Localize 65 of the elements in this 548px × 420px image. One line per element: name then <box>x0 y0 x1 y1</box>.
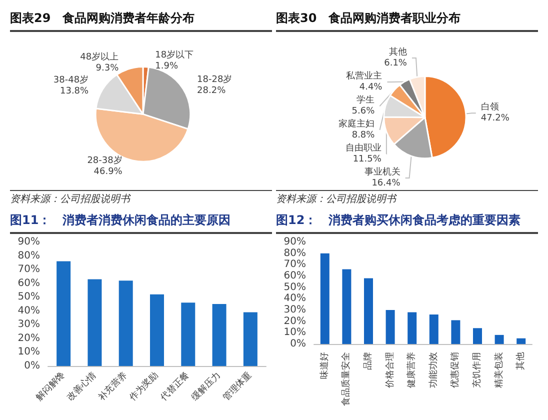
slice-label: 家庭主妇 <box>338 118 375 130</box>
data-label: 6.1% <box>384 58 408 68</box>
chart-title: 图11： 消费者消费休闲食品的主要原因 <box>10 210 272 234</box>
x-tick-label: 价格合理 <box>384 352 396 389</box>
x-tick-label: 管理体重 <box>220 370 254 403</box>
x-tick-label: 味道好 <box>318 352 330 379</box>
x-tick-label: 改善心情 <box>65 370 98 403</box>
data-label: 13.8% <box>60 86 90 97</box>
x-tick-label: 充饥作用 <box>472 352 482 388</box>
slice-label: 48岁以上 <box>80 52 119 63</box>
y-tick-label: 70% <box>284 259 306 270</box>
y-tick-label: 40% <box>284 293 306 304</box>
x-tick-label: 精美包装 <box>493 352 504 388</box>
y-tick-label: 60% <box>18 278 40 289</box>
slice-label: 事业机关 <box>364 166 400 178</box>
data-label: 46.9% <box>94 166 123 177</box>
data-label: 47.2% <box>480 114 510 124</box>
y-tick-label: 20% <box>284 316 306 327</box>
x-tick-label: 健康营养 <box>406 352 418 388</box>
data-label: 28.2% <box>197 86 226 96</box>
text: 资料来源：公司招股说明书 <box>276 190 538 209</box>
x-tick-label: 功能功效 <box>428 352 439 388</box>
chart-title: 图12： 消费者购买休闲食品考虑的重要因素 <box>276 210 538 234</box>
slice-label: 私营业主 <box>346 70 382 82</box>
data-label: 8.8% <box>352 130 376 140</box>
slice-label: 学生 <box>356 94 375 106</box>
chart-title: 图表30 食品网购消费者职业分布 <box>276 8 538 32</box>
data-label: 1.9% <box>155 61 178 72</box>
slice-label: 38-48岁 <box>53 74 89 86</box>
text: 资料来源：公司招股说明书 <box>10 190 272 209</box>
y-tick-label: 0% <box>24 360 40 372</box>
y-tick-label: 30% <box>284 304 306 316</box>
y-tick-label: 70% <box>18 264 40 276</box>
slice-label: 18-28岁 <box>197 74 232 85</box>
x-tick-label: 其他 <box>515 352 526 370</box>
y-tick-label: 30% <box>18 319 40 330</box>
slice-label: 白领 <box>480 102 499 113</box>
chart-title: 图表29 食品网购消费者年龄分布 <box>10 8 272 32</box>
x-tick-label: 品牌 <box>362 352 374 370</box>
x-tick-label: 补充营养 <box>96 370 130 403</box>
y-tick-label: 90% <box>18 236 40 248</box>
slice-label: 18岁以下 <box>155 49 194 60</box>
y-tick-label: 40% <box>18 305 40 316</box>
x-tick-label: 优惠促销 <box>450 352 461 388</box>
y-tick-label: 90% <box>284 236 306 248</box>
y-tick-label: 20% <box>18 332 40 344</box>
y-tick-label: 10% <box>284 327 306 338</box>
x-tick-label: 解闷解馋 <box>34 370 68 403</box>
slice-label: 28-38岁 <box>87 154 122 166</box>
data-label: 5.6% <box>352 106 376 116</box>
data-label: 16.4% <box>372 178 401 188</box>
slice-label: 自由职业 <box>345 142 382 154</box>
y-tick-label: 60% <box>284 270 306 282</box>
y-tick-label: 10% <box>18 346 40 358</box>
y-tick-label: 80% <box>18 250 40 262</box>
y-tick-label: 50% <box>18 292 40 303</box>
data-label: 9.3% <box>96 64 120 74</box>
y-tick-label: 50% <box>284 282 306 293</box>
slice-label: 其他 <box>388 46 407 58</box>
y-tick-label: 0% <box>290 338 306 350</box>
data-label: 4.4% <box>359 82 383 92</box>
data-label: 11.5% <box>352 154 382 164</box>
x-tick-label: 缓解压力 <box>190 370 223 403</box>
y-tick-label: 80% <box>284 248 306 259</box>
x-tick-label: 食品质量安全 <box>340 352 352 406</box>
